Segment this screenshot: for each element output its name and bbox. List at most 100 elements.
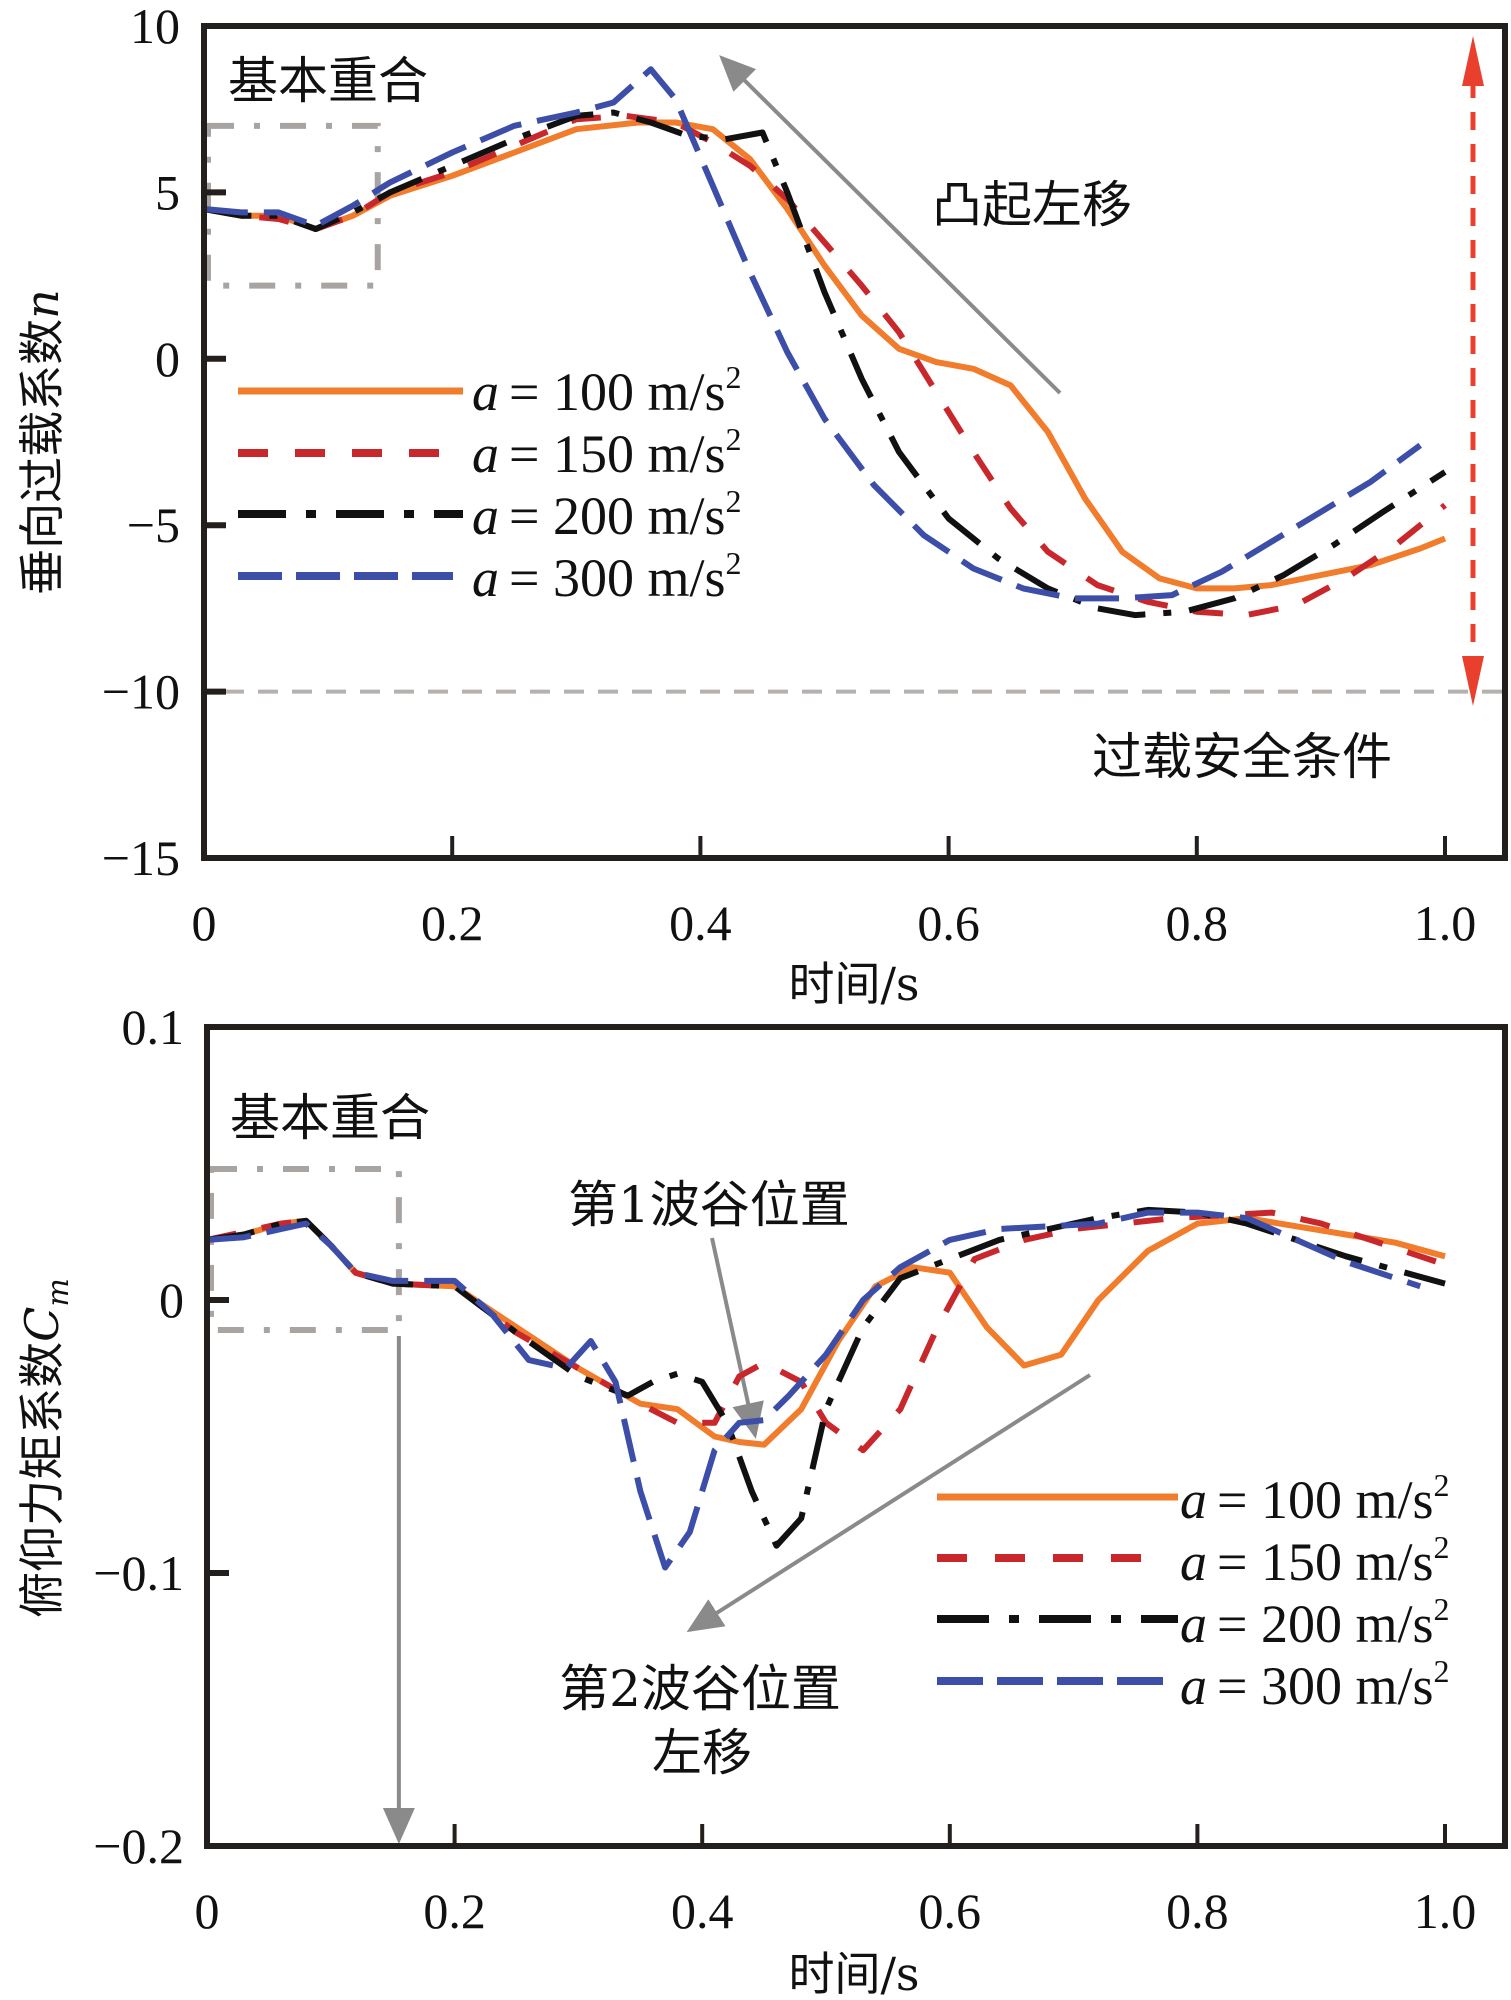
- trough1-label: 第1波谷位置: [568, 1176, 850, 1234]
- pitch-moment-chart: 0 0.2 0.4 0.6 0.8 1.0 0.1 0 −0.1 −0.2 基本重合 第1波谷位置…: [15, 999, 1508, 2000]
- overlap-region-box: [208, 1165, 402, 1334]
- legend-label: = 100 m/s: [509, 362, 725, 422]
- x-tick-label: 0.6: [919, 1883, 982, 1939]
- ticks: 0 0.2 0.4 0.6 0.8 1.0 10 5 0 −5 −10 −15: [102, 0, 1476, 951]
- y-axis-title-text: 垂向过载系数: [15, 319, 69, 595]
- svg-text:a= 300 m/s2: a = 300 m/s2: [472, 545, 741, 608]
- x-tick-label: 0.2: [423, 1883, 486, 1939]
- x-tick-label: 0.4: [669, 895, 732, 951]
- legend-item: a = 200 m/s2: [238, 483, 741, 546]
- legend-item: a = 150 m/s2: [238, 421, 741, 484]
- legend-symbol: a: [472, 424, 499, 484]
- y-tick-label: 5: [155, 164, 180, 220]
- y-tick-label: 10: [130, 0, 180, 54]
- series-line-100: [206, 1215, 1446, 1448]
- legend-item: a = 300 m/s2: [937, 1653, 1449, 1716]
- legend-sup: 2: [725, 421, 741, 457]
- x-tick-label: 1.0: [1414, 1883, 1477, 1939]
- legend-symbol: a: [472, 486, 499, 546]
- svg-text:a= 100 m/s2: a = 100 m/s2: [1180, 1467, 1449, 1530]
- y-axis-title: 俯仰力矩系数Cm: [15, 1278, 76, 1618]
- series-line-200: [203, 109, 1447, 619]
- overlap-label: 基本重合: [228, 52, 428, 110]
- overlap-region-box: [205, 122, 381, 289]
- svg-text:a= 100 m/s2: a = 100 m/s2: [472, 359, 741, 422]
- series-line-150: [203, 112, 1447, 619]
- svg-text:a= 200 m/s2: a = 200 m/s2: [472, 483, 741, 546]
- legend-item: a = 300 m/s2: [238, 545, 741, 608]
- range-arrow-down-head: [1462, 656, 1484, 706]
- series-line-300: [203, 66, 1422, 602]
- y-axis-symbol: C: [15, 1307, 69, 1342]
- y-tick-label: −5: [127, 497, 180, 553]
- trough2-shift-arrow: [686, 1373, 1092, 1633]
- legend-symbol: a: [1180, 1594, 1207, 1654]
- legend-symbol: a: [1180, 1532, 1207, 1592]
- y-tick-label: 0: [159, 1272, 184, 1328]
- series-group: [206, 1206, 1446, 1571]
- legend: a = 100 m/s2 a = 150 m/s2 a = 200 m/s2 a = 3…: [238, 359, 741, 608]
- series-line-200: [206, 1206, 1446, 1549]
- x-axis-title: 时间/s: [788, 957, 919, 1011]
- plot-frame: [204, 1024, 1508, 1849]
- legend-label: = 200 m/s: [509, 486, 725, 546]
- y-tick-label: 0: [155, 331, 180, 387]
- legend-item: a = 100 m/s2: [238, 359, 741, 422]
- bump-shift-arrow: [719, 55, 1062, 395]
- legend-label: = 150 m/s: [509, 424, 725, 484]
- ticks: 0 0.2 0.4 0.6 0.8 1.0 0.1 0 −0.1 −0.2: [93, 999, 1476, 1939]
- legend-sup: 2: [725, 359, 741, 395]
- legend-item: a = 200 m/s2: [937, 1591, 1449, 1654]
- y-axis-symbol: n: [15, 289, 69, 319]
- x-tick-label: 0.2: [421, 895, 484, 951]
- overlays: [208, 1165, 1092, 1844]
- x-tick-label: 0.6: [917, 895, 980, 951]
- y-axis-subscript: m: [41, 1278, 76, 1306]
- svg-text:a= 150 m/s2: a = 150 m/s2: [1180, 1529, 1449, 1592]
- legend-symbol: a: [1180, 1470, 1207, 1530]
- y-axis-title: 垂向过载系数n: [15, 289, 69, 595]
- trough2-label: 第2波谷位置: [559, 1660, 841, 1718]
- legend-label: = 300 m/s: [1217, 1656, 1433, 1716]
- legend-item: a = 100 m/s2: [937, 1467, 1449, 1530]
- bump-shift-label: 凸起左移: [932, 176, 1132, 234]
- safety-condition-label: 过载安全条件: [1092, 728, 1392, 786]
- overload-chart: 0 0.2 0.4 0.6 0.8 1.0 10 5 0 −5 −10 −15 基本重合 凸起左移 过…: [15, 0, 1508, 1011]
- x-tick-label: 1.0: [1414, 895, 1477, 951]
- x-tick-label: 0.4: [671, 1883, 734, 1939]
- x-tick-label: 0.8: [1166, 1883, 1229, 1939]
- legend-symbol: a: [472, 548, 499, 608]
- overlap-label: 基本重合: [230, 1089, 430, 1147]
- plot-frame: [201, 23, 1508, 861]
- legend-sup: 2: [1433, 1529, 1449, 1565]
- y-tick-label: −0.1: [93, 1545, 184, 1601]
- legend-sup: 2: [725, 545, 741, 581]
- x-tick-label: 0: [192, 895, 217, 951]
- trough1-arrow: [710, 1237, 764, 1439]
- legend-label: = 200 m/s: [1217, 1594, 1433, 1654]
- trough2-label-line2: 左移: [652, 1724, 752, 1782]
- legend-label: = 100 m/s: [1217, 1470, 1433, 1530]
- legend-sup: 2: [725, 483, 741, 519]
- series-line-150: [206, 1209, 1446, 1454]
- y-tick-label: −10: [102, 664, 180, 720]
- y-axis-title-text: 俯仰力矩系数: [15, 1342, 69, 1618]
- x-axis-title: 时间/s: [788, 1947, 919, 2000]
- svg-text:a= 150 m/s2: a = 150 m/s2: [472, 421, 741, 484]
- legend-item: a = 150 m/s2: [937, 1529, 1449, 1592]
- range-arrow-up-head: [1462, 36, 1484, 86]
- series-group: [203, 66, 1447, 619]
- legend-label: = 300 m/s: [509, 548, 725, 608]
- series-line-300: [206, 1209, 1422, 1571]
- y-tick-label: −15: [102, 830, 180, 886]
- x-tick-label: 0: [195, 1883, 220, 1939]
- legend-sup: 2: [1433, 1591, 1449, 1627]
- svg-text:a= 200 m/s2: a = 200 m/s2: [1180, 1591, 1449, 1654]
- legend-symbol: a: [1180, 1656, 1207, 1716]
- y-tick-label: −0.2: [93, 1818, 184, 1874]
- overlays: [205, 36, 1503, 706]
- legend-label: = 150 m/s: [1217, 1532, 1433, 1592]
- legend-sup: 2: [1433, 1467, 1449, 1503]
- legend-sup: 2: [1433, 1653, 1449, 1689]
